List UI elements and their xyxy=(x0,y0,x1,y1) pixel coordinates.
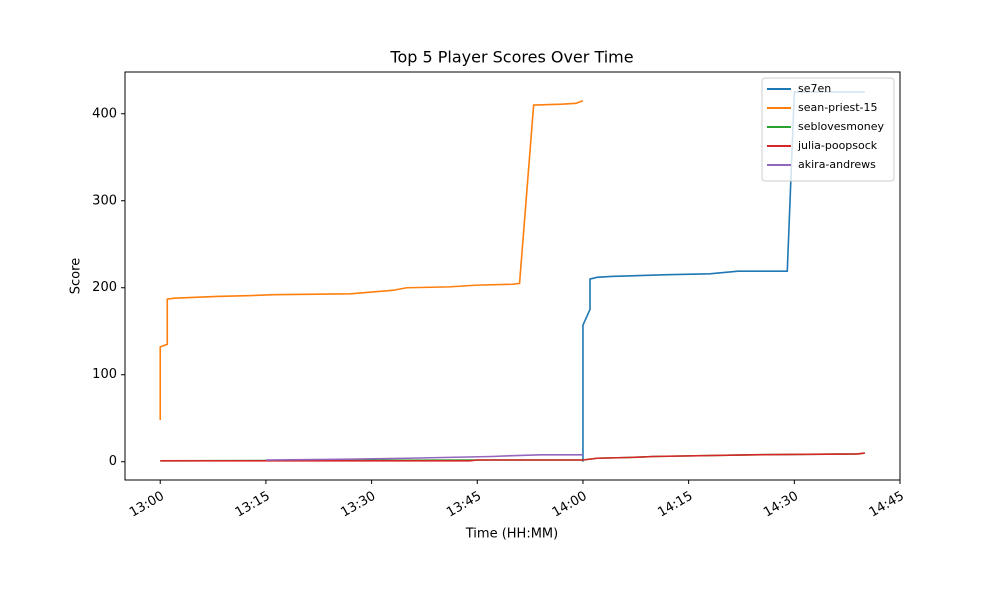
y-tick-label: 0 xyxy=(109,454,117,469)
chart-title: Top 5 Player Scores Over Time xyxy=(389,48,633,67)
series-line xyxy=(582,91,865,462)
legend-label: julia-poopsock xyxy=(797,139,878,152)
y-tick-label: 100 xyxy=(92,367,117,382)
plot-frame xyxy=(124,71,901,481)
x-axis-label: Time (HH:MM) xyxy=(465,527,558,542)
legend-box xyxy=(761,77,895,182)
legend-label: sean-priest-15 xyxy=(798,101,878,114)
y-tick-label: 400 xyxy=(92,106,117,121)
series-line xyxy=(265,453,583,461)
legend-label: seblovesmoney xyxy=(798,120,884,133)
series-line xyxy=(159,99,584,420)
legend-label: se7en xyxy=(798,82,831,95)
series-line xyxy=(160,452,865,462)
legend: se7en sean-priest-15 seblovesmoney julia-po… xyxy=(761,77,895,182)
y-tick-label: 300 xyxy=(92,193,117,208)
y-tick-label: 200 xyxy=(92,280,117,295)
legend-label: akira-andrews xyxy=(798,158,876,171)
y-axis-label: Score xyxy=(69,258,84,294)
